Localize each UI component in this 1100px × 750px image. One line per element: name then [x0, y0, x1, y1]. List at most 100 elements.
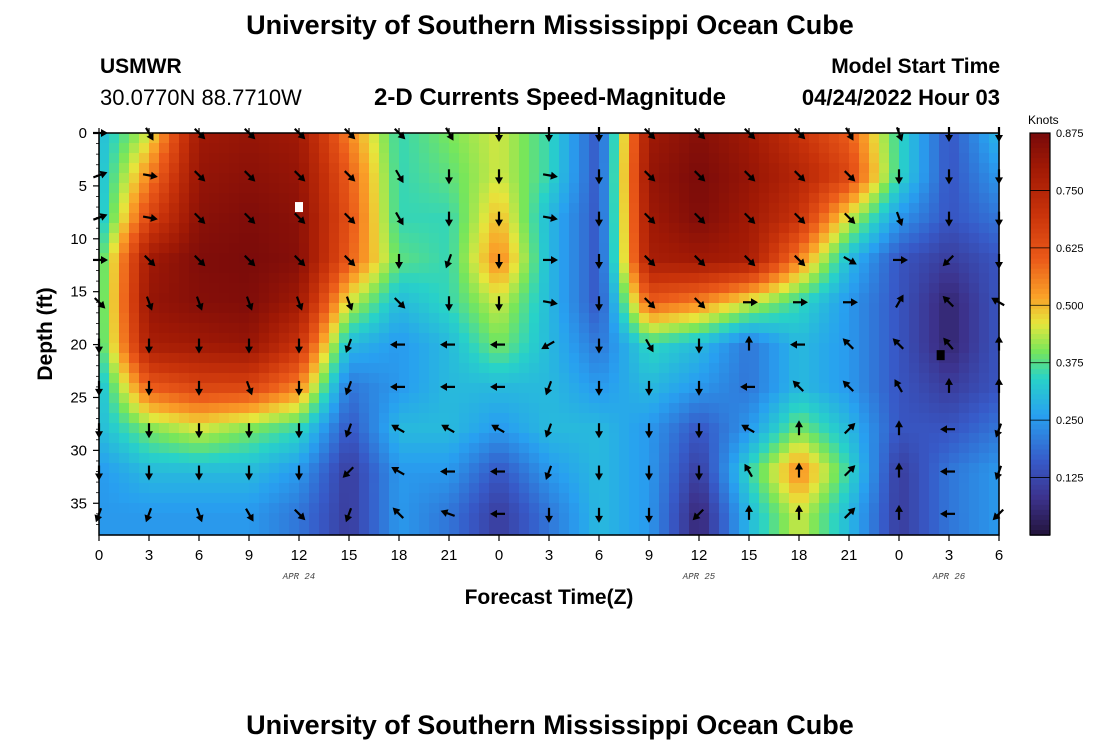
heatmap-cell [639, 403, 650, 414]
heatmap-cell [409, 403, 420, 414]
heatmap-cell [639, 453, 650, 464]
heatmap-cell [589, 453, 600, 464]
heatmap-cell [119, 203, 130, 214]
heatmap-cell [799, 463, 810, 474]
heatmap-cell [389, 403, 400, 414]
heatmap-cell [979, 483, 990, 494]
heatmap-cell [779, 263, 790, 274]
heatmap-cell [389, 333, 400, 344]
heatmap-cell [929, 133, 940, 144]
heatmap-cell [759, 273, 770, 284]
heatmap-cell [639, 263, 650, 274]
heatmap-cell [129, 173, 140, 184]
heatmap-cell [299, 333, 310, 344]
heatmap-cell [129, 263, 140, 274]
heatmap-cell [409, 263, 420, 274]
heatmap-cell [159, 273, 170, 284]
heatmap-cell [629, 433, 640, 444]
heatmap-cell [189, 303, 200, 314]
heatmap-cell [219, 223, 230, 234]
heatmap-cell [669, 243, 680, 254]
heatmap-cell [219, 493, 230, 504]
heatmap-cell [459, 243, 470, 254]
heatmap-cell [399, 453, 410, 464]
heatmap-cell [759, 233, 770, 244]
heatmap-cell [739, 473, 750, 484]
heatmap-cell [479, 213, 490, 224]
heatmap-cell [189, 333, 200, 344]
heatmap-cell [669, 193, 680, 204]
heatmap-cell [859, 263, 870, 274]
heatmap-cell [499, 293, 510, 304]
heatmap-cell [439, 203, 450, 214]
heatmap-cell [629, 303, 640, 314]
heatmap-cell [279, 303, 290, 314]
heatmap-cell [539, 133, 550, 144]
heatmap-cell [509, 353, 520, 364]
heatmap-cell [119, 363, 130, 374]
heatmap-cell [259, 333, 270, 344]
heatmap-cell [989, 393, 1000, 404]
heatmap-cell [959, 233, 970, 244]
heatmap-cell [519, 343, 530, 354]
heatmap-cell [819, 263, 830, 274]
heatmap-cell [459, 393, 470, 404]
heatmap-cell [219, 233, 230, 244]
heatmap-cell [739, 173, 750, 184]
heatmap-cell [299, 403, 310, 414]
heatmap-cell [299, 153, 310, 164]
heatmap-cell [619, 473, 630, 484]
heatmap-cell [859, 243, 870, 254]
heatmap-cell [229, 193, 240, 204]
heatmap-cell [939, 513, 950, 524]
heatmap-cell [529, 413, 540, 424]
heatmap-cell [399, 383, 410, 394]
heatmap-cell [269, 333, 280, 344]
heatmap-cell [479, 163, 490, 174]
heatmap-cell [279, 453, 290, 464]
arrow-head [390, 382, 397, 391]
heatmap-cell [579, 463, 590, 474]
heatmap-cell [129, 183, 140, 194]
heatmap-cell [339, 453, 350, 464]
heatmap-cell [799, 353, 810, 364]
heatmap-cell [709, 513, 720, 524]
heatmap-cell [469, 133, 480, 144]
heatmap-cell [519, 273, 530, 284]
heatmap-cell [229, 333, 240, 344]
heatmap-cell [409, 163, 420, 174]
current-arrow [243, 212, 256, 224]
heatmap-cell [549, 173, 560, 184]
heatmap-cell [709, 163, 720, 174]
heatmap-cell [719, 393, 730, 404]
heatmap-cell [599, 183, 610, 194]
heatmap-cell [459, 173, 470, 184]
heatmap-cell [449, 193, 460, 204]
heatmap-cell [319, 353, 330, 364]
heatmap-cell [539, 483, 550, 494]
heatmap-cell [289, 443, 300, 454]
heatmap-cell [559, 153, 570, 164]
heatmap-cell [869, 313, 880, 324]
heatmap-cell [609, 223, 620, 234]
heatmap-cell [119, 233, 130, 244]
heatmap-cell [899, 343, 910, 354]
heatmap-cell [929, 353, 940, 364]
heatmap-cell [249, 343, 260, 354]
heatmap-cell [459, 513, 470, 524]
heatmap-cell [429, 153, 440, 164]
heatmap-cell [639, 423, 650, 434]
heatmap-cell [409, 473, 420, 484]
heatmap-cell [499, 233, 510, 244]
heatmap-cell [929, 293, 940, 304]
heatmap-cell [859, 433, 870, 444]
heatmap-cell [519, 363, 530, 374]
heatmap-cell [809, 213, 820, 224]
heatmap-cell [129, 133, 140, 144]
heatmap-cell [509, 393, 520, 404]
heatmap-cell [419, 443, 430, 454]
heatmap-cell [199, 273, 210, 284]
heatmap-cell [449, 183, 460, 194]
heatmap-cell [739, 163, 750, 174]
heatmap-cell [689, 483, 700, 494]
